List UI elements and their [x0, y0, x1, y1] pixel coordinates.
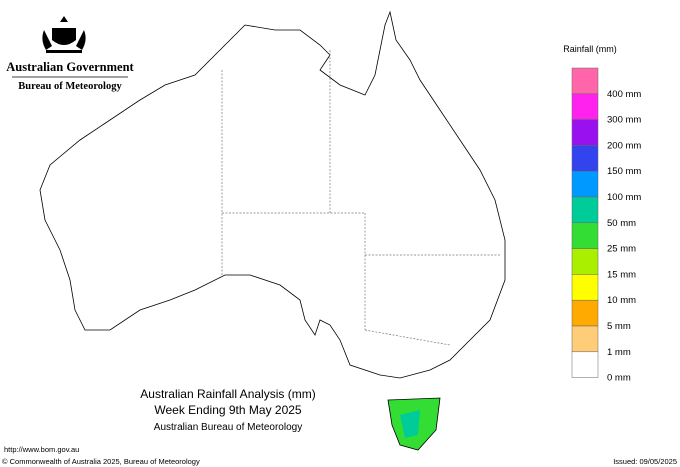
caption-title: Australian Rainfall Analysis (mm) [140, 387, 315, 401]
legend-label: 0 mm [607, 373, 631, 384]
legend-swatch [571, 325, 599, 353]
legend-swatch [571, 145, 599, 172]
legend-label: 10 mm [607, 295, 636, 306]
legend-title: Rainfall (mm) [563, 44, 617, 54]
legend-swatch [571, 170, 599, 198]
legend-swatch [571, 67, 599, 95]
legend-label: 25 mm [607, 244, 636, 255]
legend-label: 400 mm [607, 89, 641, 100]
footer-url: http://www.bom.gov.au [4, 445, 79, 454]
coat-of-arms [42, 16, 86, 53]
tasmania-heavy-rain [400, 410, 420, 438]
state-borders [221, 50, 500, 346]
legend-label: 100 mm [607, 192, 641, 203]
legend-label: 50 mm [607, 218, 636, 229]
legend-label: 1 mm [607, 347, 631, 358]
legend-swatch [571, 119, 599, 146]
legend-swatch [571, 93, 599, 120]
caption-week: Week Ending 9th May 2025 [154, 403, 302, 417]
caption-agency: Australian Bureau of Meteorology [154, 422, 302, 433]
government-name: Australian Government [6, 60, 134, 74]
legend-swatch [571, 248, 599, 275]
legend-swatch [571, 299, 599, 327]
legend-label: 150 mm [607, 166, 641, 177]
bureau-name: Bureau of Meteorology [18, 81, 122, 92]
footer-issued: Issued: 09/05/2025 [613, 457, 677, 466]
legend-label: 200 mm [607, 140, 641, 151]
footer-copyright: © Commonwealth of Australia 2025, Bureau… [2, 457, 200, 466]
legend-swatch [571, 351, 599, 378]
legend-label: 300 mm [607, 115, 641, 126]
legend-swatch [571, 196, 599, 224]
legend-label: 5 mm [607, 321, 631, 332]
legend-swatch [571, 274, 599, 301]
legend: 400 mm 300 mm 200 mm 150 mm 100 mm 50 mm 25 mm… [571, 67, 641, 384]
legend-swatch [571, 222, 599, 249]
legend-label: 15 mm [607, 269, 636, 280]
